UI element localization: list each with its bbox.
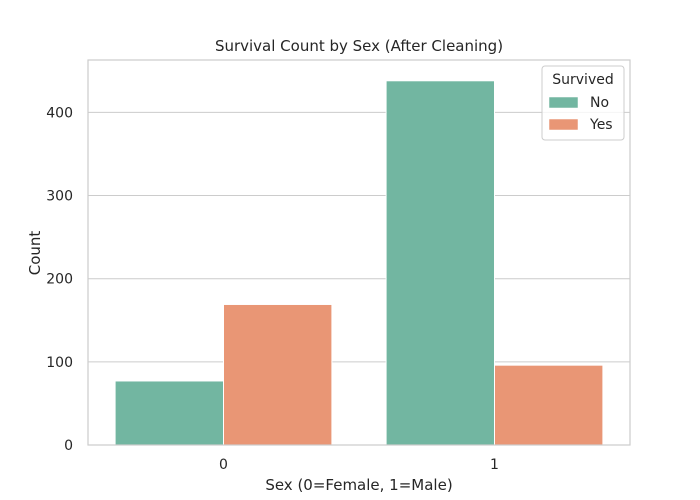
x-tick-label: 1 xyxy=(490,457,499,473)
y-tick-label: 400 xyxy=(46,105,73,121)
legend-label-no: No xyxy=(590,95,609,111)
y-axis-label: Count xyxy=(26,231,44,276)
x-tick-label: 0 xyxy=(219,457,228,473)
bar-no-0 xyxy=(114,380,224,446)
bar-yes-1 xyxy=(494,364,604,446)
legend-swatch-no xyxy=(548,96,579,109)
bar-no-1 xyxy=(385,80,496,446)
legend: Survived No Yes xyxy=(541,65,625,141)
legend-label-yes: Yes xyxy=(589,117,613,133)
y-tick-label: 100 xyxy=(46,355,73,371)
plot-area: 0 100 200 300 400 0 1 xyxy=(46,59,631,473)
y-tick-label: 0 xyxy=(64,438,73,454)
chart-title: Survival Count by Sex (After Cleaning) xyxy=(215,37,503,55)
legend-swatch-yes xyxy=(548,118,579,131)
y-tick-label: 200 xyxy=(46,272,73,288)
plot-frame xyxy=(87,59,631,446)
y-tick-label: 300 xyxy=(46,189,73,205)
legend-title: Survived xyxy=(552,72,613,88)
x-axis-label: Sex (0=Female, 1=Male) xyxy=(265,476,452,494)
bar-yes-0 xyxy=(223,303,333,446)
